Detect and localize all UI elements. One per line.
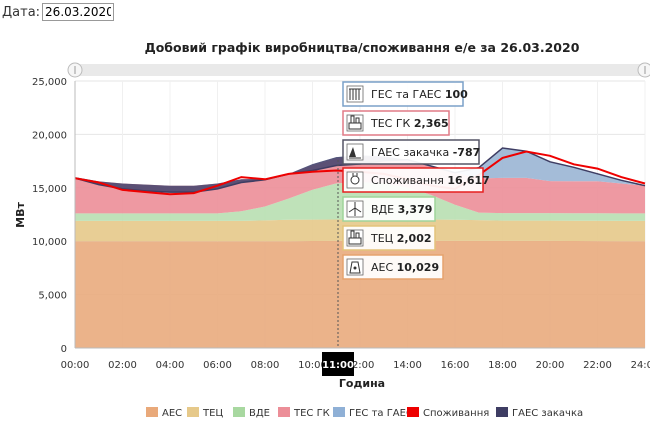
navigator-handle-left[interactable] — [67, 62, 83, 78]
hover-time-label: 11:00 — [322, 360, 354, 371]
tooltip-series-name: Споживання — [371, 174, 447, 187]
tooltip-series-name: ГАЕС закачка — [371, 146, 453, 159]
wind-turbine-icon — [346, 200, 364, 218]
tooltip-value: 2,365 — [414, 117, 449, 130]
tooltip-гаес-закачка: ГАЕС закачка -787 — [342, 139, 480, 165]
tooltip-value: 100 — [445, 88, 468, 101]
tooltip-аес: АЕС 10,029 — [342, 254, 444, 280]
x-tick-label: 12:00 — [346, 360, 375, 371]
pumped-storage-icon — [346, 143, 364, 161]
tooltip-гес-та-гаес: ГЕС та ГАЕС 100 — [342, 81, 468, 107]
x-axis-label: Година — [339, 377, 385, 390]
date-label: Дата: — [2, 4, 41, 20]
axes: 0 5,000 10,000 15,000 20,000 25,000 00:00 02:00… — [32, 77, 650, 371]
zoom-navigator[interactable] — [67, 62, 650, 78]
legend-label: ВДЕ — [249, 408, 270, 419]
legend-label: ТЕЦ — [202, 408, 223, 419]
hover-time-marker: 11:00 — [322, 160, 354, 376]
x-tick-label: 00:00 — [61, 360, 90, 371]
tooltip-series-name: ВДЕ — [371, 203, 398, 216]
legend-swatch — [233, 407, 245, 417]
tooltip-text: Споживання 16,617 — [371, 174, 490, 187]
tooltip-value: 16,617 — [447, 174, 489, 187]
date-picker-row: Дата: — [2, 3, 115, 21]
tooltip-тес-гк: ТЕС ГК 2,365 — [342, 110, 450, 136]
y-tick-label: 0 — [61, 344, 67, 355]
tooltip-value: 3,379 — [398, 203, 433, 216]
tooltip-споживання: Споживання 16,617 — [342, 167, 490, 193]
tooltip-text: ГЕС та ГАЕС 100 — [371, 88, 468, 101]
x-tick-label: 16:00 — [441, 360, 470, 371]
tooltip-series-name: ГЕС та ГАЕС — [371, 88, 445, 101]
x-tick-label: 10:00 — [298, 360, 327, 371]
legend-label: ТЕС ГК — [293, 408, 330, 419]
legend-item-тес-гк[interactable]: ТЕС ГК — [278, 407, 330, 419]
tooltip-value: -787 — [453, 146, 481, 159]
chp-plant-icon — [346, 229, 364, 247]
hydro-icon — [346, 85, 364, 103]
date-input[interactable] — [42, 3, 115, 21]
x-tick-label: 22:00 — [583, 360, 612, 371]
x-tick-label: 02:00 — [108, 360, 137, 371]
stacked-areas — [75, 148, 645, 348]
legend-swatch — [407, 407, 419, 417]
legend-item-споживання[interactable]: Споживання — [407, 407, 489, 419]
legend-swatch — [333, 407, 345, 417]
tooltip-series-name: АЕС — [371, 261, 397, 274]
x-tick-label: 06:00 — [203, 360, 232, 371]
legend-item-гаес-закачка[interactable]: ГАЕС закачка — [496, 407, 583, 419]
x-tick-label: 04:00 — [156, 360, 185, 371]
area-аес — [75, 240, 645, 348]
tooltip-text: АЕС 10,029 — [371, 261, 439, 274]
tooltip-тец: ТЕЦ 2,002 — [342, 225, 436, 251]
legend-label: ГЕС та ГАЕС — [349, 408, 413, 419]
tooltip-text: ГАЕС закачка -787 — [371, 146, 480, 159]
y-tick-label: 10,000 — [32, 237, 67, 248]
tooltip-value: 2,002 — [397, 232, 432, 245]
y-tick-label: 25,000 — [32, 77, 67, 88]
x-tick-label: 18:00 — [488, 360, 517, 371]
y-tick-label: 15,000 — [32, 184, 67, 195]
chart-title: Добовий графік виробництва/споживання е/… — [145, 40, 580, 55]
x-tick-label: 24:00 — [631, 360, 650, 371]
thermal-plant-icon — [346, 114, 364, 132]
legend-swatch — [278, 407, 290, 417]
legend-item-гес-та-гаес[interactable]: ГЕС та ГАЕС — [333, 407, 413, 419]
x-tick-label: 14:00 — [393, 360, 422, 371]
x-tick-label: 20:00 — [536, 360, 565, 371]
y-tick-label: 20,000 — [32, 130, 67, 141]
legend-label: АЕС — [162, 408, 182, 419]
nuclear-icon — [346, 258, 364, 276]
tooltip-series-name: ТЕЦ — [370, 232, 397, 245]
tooltip-series-name: ТЕС ГК — [370, 117, 414, 130]
tooltip-text: ВДЕ 3,379 — [371, 203, 432, 216]
legend-item-аес[interactable]: АЕС — [146, 407, 182, 419]
legend-swatch — [187, 407, 199, 417]
legend-item-вде[interactable]: ВДЕ — [233, 407, 270, 419]
tooltip-value: 10,029 — [397, 261, 439, 274]
area-тес-гк — [75, 156, 645, 214]
tooltip-вде: ВДЕ 3,379 — [342, 196, 436, 222]
y-axis-label: МВт — [14, 202, 27, 228]
legend-swatch — [496, 407, 508, 417]
plug-icon — [346, 171, 364, 189]
tooltip-stack: ГЕС та ГАЕС 100 ТЕС ГК 2,365 ГАЕС закачка … — [342, 81, 490, 280]
navigator-handle-right[interactable] — [637, 62, 650, 78]
tooltip-text: ТЕЦ 2,002 — [370, 232, 432, 245]
legend-label: ГАЕС закачка — [512, 408, 583, 419]
chart-legend: АЕС ТЕЦ ВДЕ ТЕС ГК ГЕС та ГАЕС Споживання ГАЕС… — [146, 407, 583, 419]
tooltip-text: ТЕС ГК 2,365 — [370, 117, 449, 130]
legend-label: Споживання — [423, 408, 489, 419]
x-tick-label: 08:00 — [251, 360, 280, 371]
y-tick-label: 5,000 — [38, 291, 67, 302]
legend-item-тец[interactable]: ТЕЦ — [187, 407, 223, 419]
legend-swatch — [146, 407, 158, 417]
